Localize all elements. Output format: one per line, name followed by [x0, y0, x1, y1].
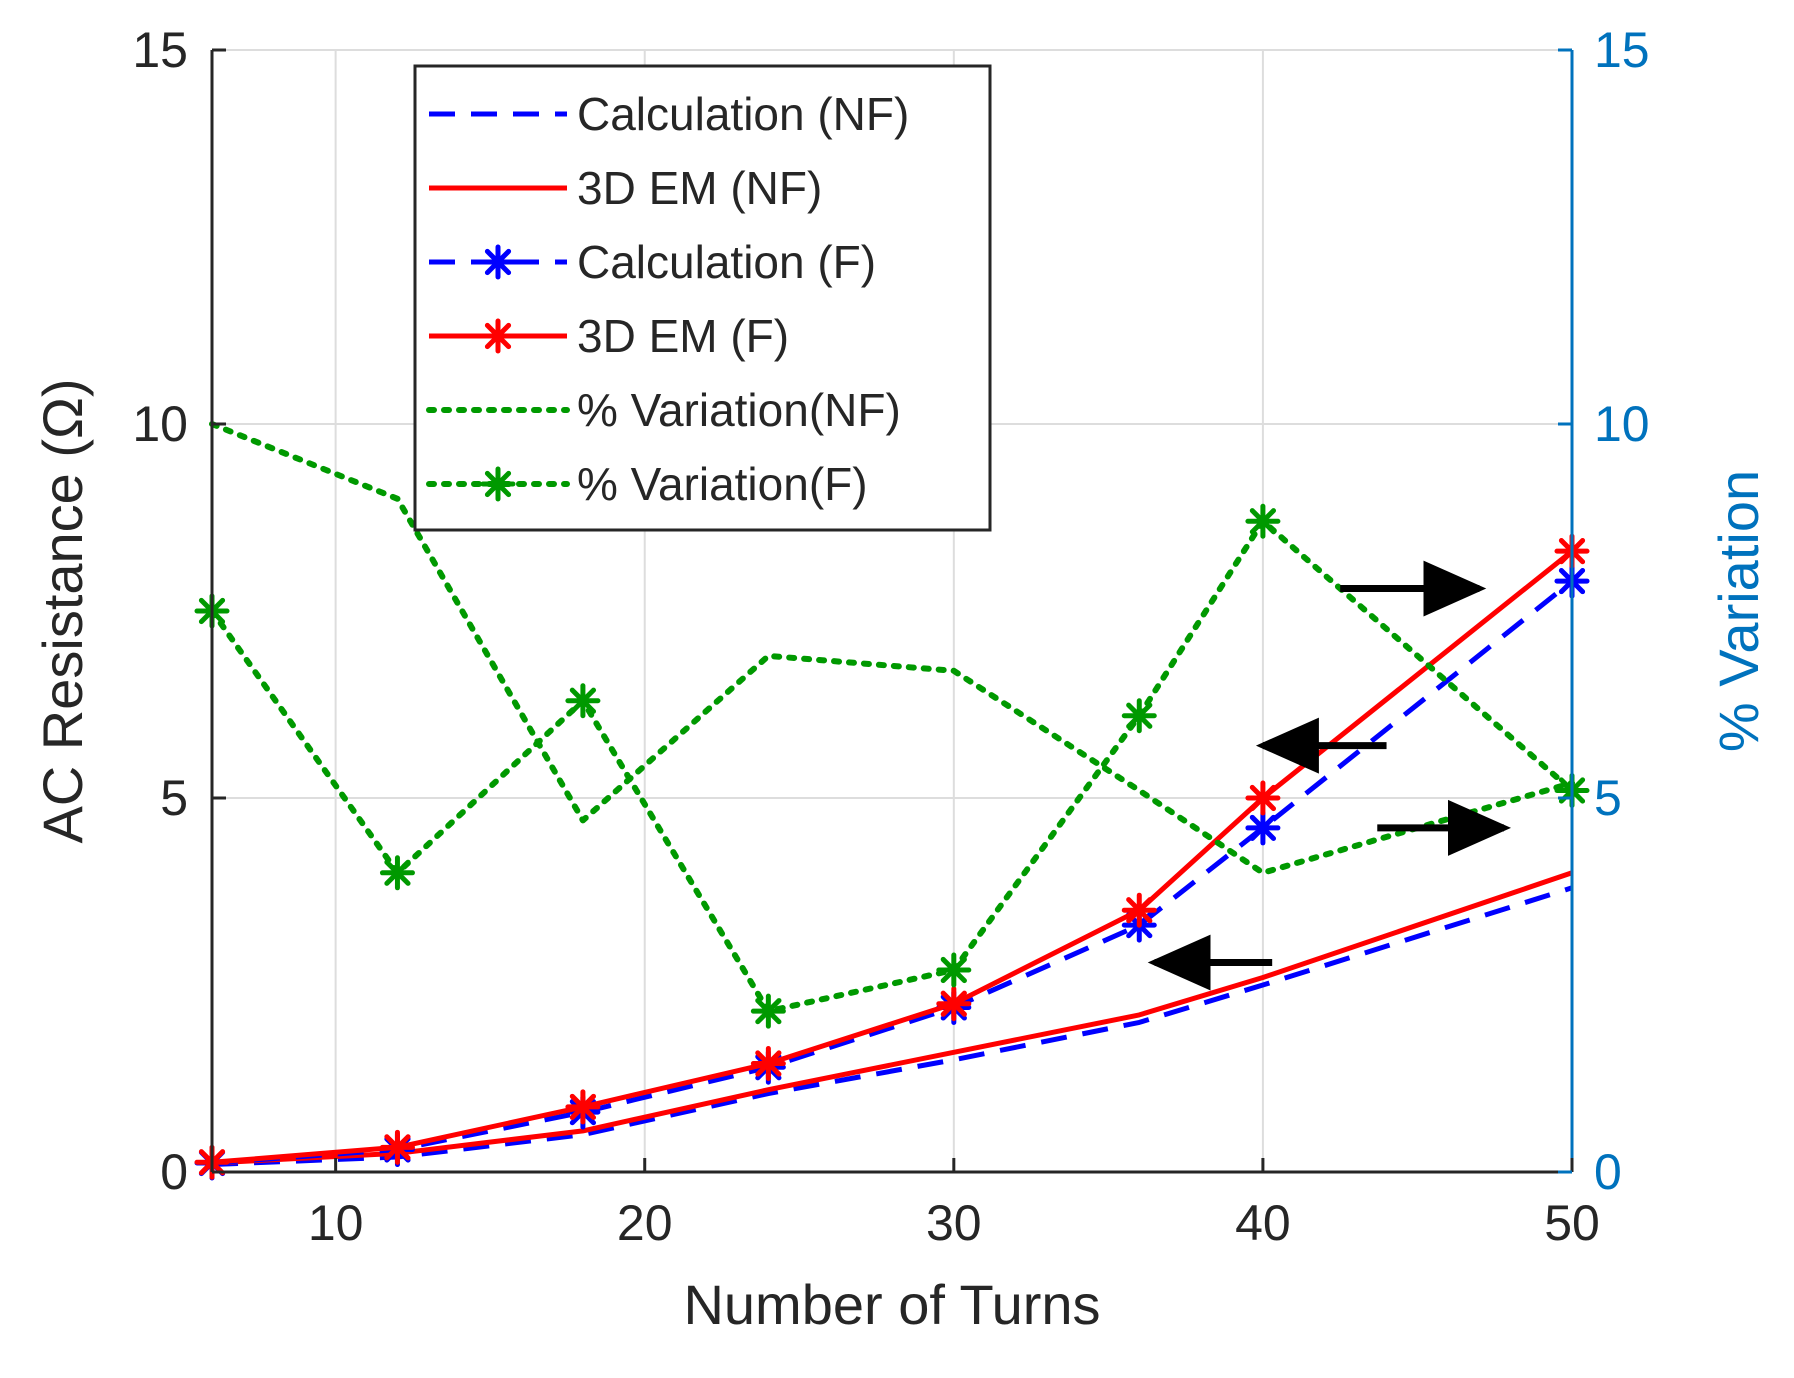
legend-label-5: % Variation(F) — [577, 458, 868, 510]
x-tick-label-0: 10 — [308, 1195, 364, 1251]
legend-marker-5 — [480, 466, 516, 502]
series-3-point-5 — [1121, 892, 1157, 928]
legend-box — [413, 64, 992, 532]
series-3-point-4 — [936, 986, 972, 1022]
series-line-4 — [209, 421, 1575, 876]
series-5-point-3 — [750, 993, 786, 1029]
legend-label-1: 3D EM (NF) — [577, 162, 822, 214]
series-5-point-2 — [565, 683, 601, 719]
legend-label-3: 3D EM (F) — [577, 310, 789, 362]
y-left-tick-label-2: 10 — [132, 396, 188, 452]
legend-layer: Calculation (NF) 3D EM (NF) Calculation (F… — [413, 64, 992, 532]
y-left-tick-label-1: 5 — [160, 770, 188, 826]
series-5-point-5 — [1121, 698, 1157, 734]
legend-marker-2 — [480, 244, 516, 280]
y-right-tick-label-2: 10 — [1594, 396, 1650, 452]
series-5-point-1 — [379, 855, 415, 891]
y-left-axis-label: AC Resistance (Ω) — [31, 378, 94, 843]
y-right-tick-label-0: 0 — [1594, 1144, 1622, 1200]
series-3-point-6 — [1245, 780, 1281, 816]
series-line-2 — [211, 579, 1574, 1166]
series-line-1 — [211, 870, 1573, 1166]
legend-label-4: % Variation(NF) — [577, 384, 901, 436]
legend-label-2: Calculation (F) — [577, 236, 876, 288]
y-left-tick-label-3: 15 — [132, 22, 188, 78]
series-3-point-2 — [565, 1089, 601, 1125]
x-tick-label-2: 30 — [926, 1195, 982, 1251]
legend-marker-3 — [480, 318, 516, 354]
series-layer — [194, 421, 1590, 1181]
x-tick-label-3: 40 — [1235, 1195, 1291, 1251]
series-line-3 — [211, 549, 1574, 1165]
annotation-layer — [1147, 560, 1511, 991]
x-tick-label-1: 20 — [617, 1195, 673, 1251]
legend-item-4: % Variation(NF) — [426, 384, 901, 436]
x-axis-label: Number of Turns — [683, 1273, 1100, 1336]
legend-item-5: % Variation(F) — [426, 458, 868, 510]
series-3-point-3 — [750, 1046, 786, 1082]
legend-item-2: Calculation (F) — [429, 236, 876, 288]
y-left-tick-label-0: 0 — [160, 1144, 188, 1200]
y-right-tick-label-3: 15 — [1594, 22, 1650, 78]
series-line-0 — [211, 885, 1573, 1167]
x-tick-label-4: 50 — [1544, 1195, 1600, 1251]
legend-item-0: Calculation (NF) — [429, 88, 909, 140]
series-line-5 — [209, 518, 1575, 1015]
series-5-point-6 — [1245, 503, 1281, 539]
series-2-point-6 — [1245, 810, 1281, 846]
legend-item-1: 3D EM (NF) — [429, 162, 822, 214]
y-right-tick-label-1: 5 — [1594, 770, 1622, 826]
legend-item-3: 3D EM (F) — [429, 310, 789, 362]
y-right-axis-label: % Variation — [1707, 470, 1770, 752]
series-5-point-4 — [936, 952, 972, 988]
legend-label-0: Calculation (NF) — [577, 88, 909, 140]
series-3-point-1 — [379, 1129, 415, 1165]
